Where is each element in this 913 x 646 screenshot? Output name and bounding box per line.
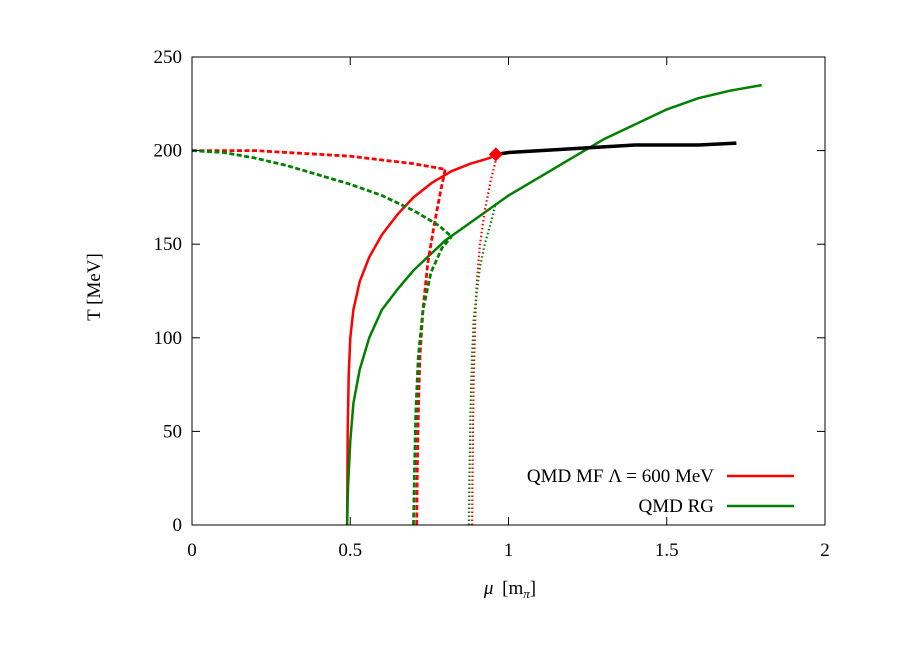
series-line-4-dashed — [415, 169, 447, 526]
y-tick-label: 100 — [154, 328, 183, 349]
x-axis-label-mu: μ — [483, 578, 494, 599]
ticklabel-layer: 0 0.5 1 1.5 2 0 50 100 150 200 250 — [154, 47, 830, 561]
y-tick-label: 200 — [154, 141, 183, 162]
x-axis-label: μ [mπ] — [483, 578, 536, 601]
critical-point-marker — [488, 147, 503, 162]
series-line-8-dotted — [467, 202, 497, 526]
x-tick-label: 2 — [820, 540, 830, 561]
legend: QMD MF Λ = 600 MeV QMD RG — [527, 466, 794, 517]
legend-label: QMD RG — [639, 496, 715, 517]
series-line-3-dashed — [192, 149, 446, 171]
x-tick-label: 1.5 — [655, 540, 679, 561]
y-tick-label: 150 — [154, 234, 183, 255]
y-tick-label: 0 — [173, 515, 183, 536]
plot-frame — [191, 56, 826, 526]
series-line-0-solid — [345, 153, 498, 526]
x-tick-label: 1 — [504, 540, 514, 561]
series-line-7-dotted — [471, 154, 499, 526]
series-line-6-dashed — [412, 235, 453, 526]
marker-layer — [488, 147, 503, 162]
series-line-2-solid-thick — [497, 141, 737, 157]
x-axis-label-unit-close: ] — [530, 578, 536, 599]
x-axis-label-unit-sub: π — [523, 586, 530, 601]
tick-layer — [191, 56, 826, 526]
series-layer — [191, 83, 762, 526]
x-tick-label: 0 — [187, 540, 197, 561]
y-tick-label: 250 — [154, 47, 183, 68]
legend-label: QMD MF Λ = 600 MeV — [527, 466, 714, 487]
x-tick-label: 0.5 — [338, 540, 362, 561]
x-axis-label-unit-open: [m — [502, 578, 523, 599]
y-tick-label: 50 — [163, 421, 182, 442]
series-line-5-dashed — [191, 149, 453, 238]
y-axis-label: T [MeV] — [84, 253, 105, 321]
series-line-1-solid — [345, 83, 762, 526]
